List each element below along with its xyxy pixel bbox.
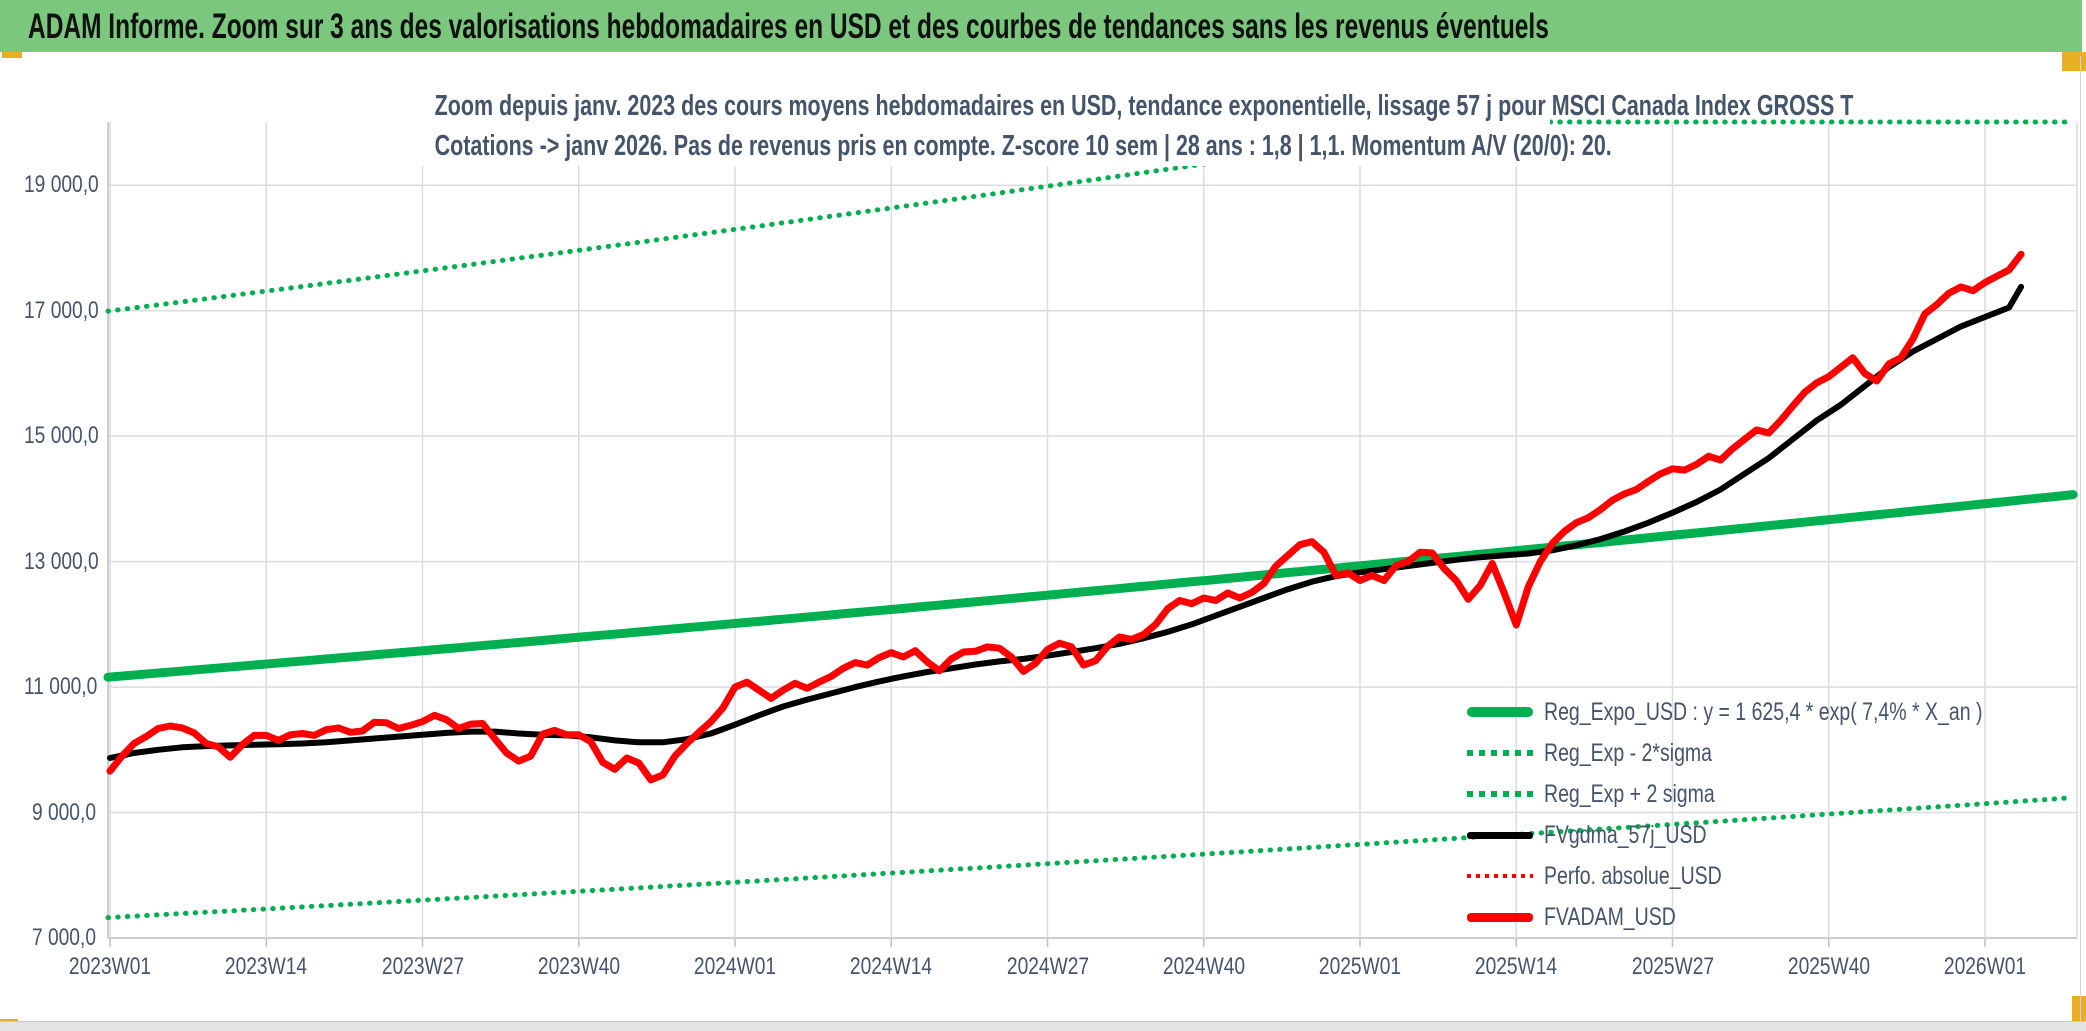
y-axis-tick-label: 11 000,0 <box>24 673 98 701</box>
y-axis-tick-label: 17 000,0 <box>24 296 99 324</box>
legend-label: FVADAM_USD <box>1544 902 1676 931</box>
y-axis-tick-label: 19 000,0 <box>24 171 99 199</box>
x-axis-tick-label: 2024W14 <box>850 953 933 980</box>
legend-item: FVgdma_57j_USD <box>1467 818 1752 852</box>
legend-label: Reg_Expo_USD : y = 1 625,4 * exp( 7,4% *… <box>1544 697 1983 726</box>
gold-accent-top-left <box>2 52 22 58</box>
legend-label: Reg_Exp - 2*sigma <box>1544 738 1713 767</box>
series-reg-exp-minus-2sigma <box>105 795 2076 921</box>
legend-label: Reg_Exp + 2 sigma <box>1544 779 1715 808</box>
legend-swatch-solid-red <box>1467 912 1533 922</box>
legend-item: Reg_Exp - 2*sigma <box>1467 736 1759 770</box>
x-axis-tick-label: 2023W27 <box>381 953 464 980</box>
y-axis-tick-label: 13 000,0 <box>24 547 99 575</box>
x-axis-tick-label: 2025W14 <box>1475 953 1558 980</box>
x-axis-tick-label: 2025W40 <box>1787 953 1870 980</box>
x-axis-tick-label: 2025W01 <box>1318 953 1402 980</box>
x-axis-tick-label: 2024W01 <box>693 953 777 980</box>
legend-swatch-dot-green <box>1467 750 1533 756</box>
x-axis-tick-label: 2023W40 <box>537 953 620 980</box>
legend-label: FVgdma_57j_USD <box>1544 820 1707 849</box>
series-reg-expo-usd <box>103 490 2078 682</box>
series-fvadam-usd <box>106 250 2025 784</box>
x-axis-tick-label: 2025W27 <box>1631 953 1714 980</box>
right-edge-divider <box>2080 56 2081 1021</box>
chart-title-line-1: Zoom depuis janv. 2023 des cours moyens … <box>434 90 1854 122</box>
legend-swatch-solid-green <box>1467 707 1533 717</box>
legend-swatch-dot-green <box>1467 791 1533 797</box>
legend-item: Perfo. absolue_USD <box>1467 859 1772 893</box>
y-axis-tick-label: 9 000,0 <box>31 798 96 826</box>
legend-swatch-solid-black <box>1467 831 1533 839</box>
title-bar: ADAM Informe. Zoom sur 3 ans des valoris… <box>0 0 2082 52</box>
x-axis-tick-label: 2024W40 <box>1162 953 1245 980</box>
y-axis-tick-label: 15 000,0 <box>24 422 99 450</box>
x-axis-tick-label: 2026W01 <box>1943 953 2027 980</box>
legend-label: Perfo. absolue_USD <box>1544 861 1722 890</box>
chart-title-box: Zoom depuis janv. 2023 des cours moyens … <box>268 86 1854 166</box>
x-axis-tick-label: 2023W01 <box>68 953 152 980</box>
legend-item: Reg_Expo_USD : y = 1 625,4 * exp( 7,4% *… <box>1467 695 2086 729</box>
x-axis-tick-label: 2024W27 <box>1006 953 1089 980</box>
legend-item: FVADAM_USD <box>1467 900 1713 934</box>
series-reg-exp-plus-2sigma <box>105 119 2076 314</box>
y-axis-tick-label: 7 000,0 <box>31 924 96 951</box>
page-title: ADAM Informe. Zoom sur 3 ans des valoris… <box>28 7 1549 46</box>
x-axis-tick-label: 2023W14 <box>225 953 308 980</box>
bottom-window-strip <box>0 1021 2086 1031</box>
chart-title-line-2: Cotations -> janv 2026. Pas de revenus p… <box>434 130 1612 162</box>
legend-swatch-dot-red <box>1467 874 1533 878</box>
legend-item: Reg_Exp + 2 sigma <box>1467 777 1763 811</box>
